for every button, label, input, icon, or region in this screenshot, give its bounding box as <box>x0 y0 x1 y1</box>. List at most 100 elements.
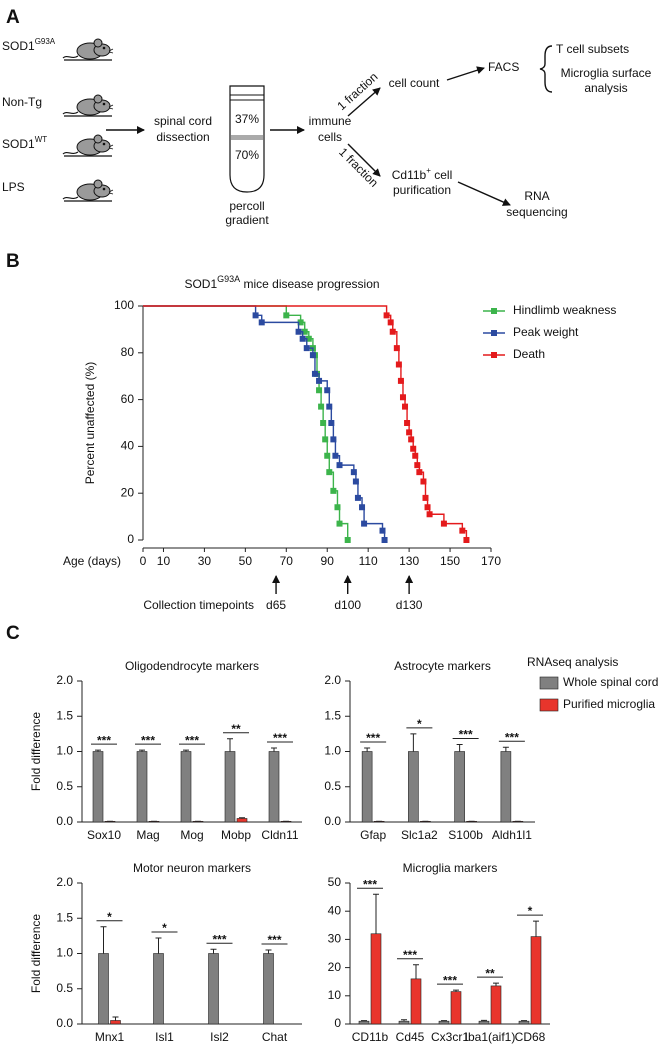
bar <box>358 1020 370 1025</box>
chart-title: SOD1G93A mice disease progression <box>184 274 379 291</box>
x-tick-label: 0 <box>140 554 147 568</box>
x-tick-label: 110 <box>359 554 378 568</box>
error-bar <box>183 749 189 752</box>
survival-marker <box>326 469 333 476</box>
survival-marker <box>316 377 323 384</box>
y-tick-label: 2.0 <box>56 673 73 687</box>
error-bar <box>441 1020 447 1022</box>
bar <box>530 936 542 1025</box>
y-tick-label: 1.5 <box>56 910 73 924</box>
timepoint-label: d130 <box>396 598 423 612</box>
y-tick-label: 0.0 <box>56 1016 73 1030</box>
legend-label: Purified microglia <box>563 697 655 711</box>
y-tick-label: 1.0 <box>56 946 73 960</box>
title-sup: G93A <box>217 274 240 284</box>
brace <box>539 45 553 93</box>
error-bar <box>271 747 277 752</box>
x-tick-label: Gfap <box>360 828 386 842</box>
group-label: LPS <box>2 180 25 194</box>
error-bar <box>265 949 272 954</box>
error-bar <box>100 926 107 954</box>
x-tick-label: 170 <box>481 554 501 568</box>
significance-label: * <box>417 717 422 731</box>
survival-marker <box>424 504 431 511</box>
bar <box>370 933 382 1025</box>
y-tick-label: 0.0 <box>56 814 73 828</box>
survival-marker <box>422 494 429 501</box>
significance-label: ** <box>485 966 495 980</box>
error-bar <box>401 1019 407 1022</box>
arrow <box>446 66 485 81</box>
error-bar <box>239 817 245 819</box>
survival-marker <box>322 436 329 443</box>
survival-marker <box>330 487 337 494</box>
significance-label: *** <box>363 877 377 891</box>
bar <box>438 1020 450 1025</box>
survival-marker <box>379 527 386 534</box>
survival-step <box>143 305 257 316</box>
x-tick-label: Isl2 <box>210 1030 229 1044</box>
legend-title: RNAseq analysis <box>527 655 618 669</box>
error-bar <box>453 989 459 992</box>
significance-label: *** <box>443 973 457 987</box>
survival-marker <box>320 420 327 426</box>
chart-title: Astrocyte markers <box>394 659 491 673</box>
significance-label: *** <box>505 730 519 744</box>
legend-label: Peak weight <box>513 325 579 339</box>
survival-marker <box>395 361 402 368</box>
survival-marker <box>354 494 361 501</box>
title-rest: mice disease progression <box>240 277 379 291</box>
step-label: RNA <box>524 189 549 203</box>
survival-marker <box>359 504 366 511</box>
x-tick-label: Slc1a2 <box>401 828 438 842</box>
mouse-icon <box>63 39 113 60</box>
bar <box>208 953 219 1025</box>
survival-marker <box>459 527 466 534</box>
arrow <box>347 87 381 117</box>
survival-marker <box>420 478 427 485</box>
x-tick-label: Sox10 <box>87 828 121 842</box>
survival-marker <box>350 469 357 476</box>
survival-marker <box>410 445 417 452</box>
significance-label: *** <box>212 932 226 946</box>
fraction-label: 1 fraction <box>336 145 381 190</box>
bar <box>450 991 462 1025</box>
survival-marker <box>330 436 337 443</box>
survival-marker <box>393 345 400 352</box>
survival-marker <box>316 387 323 394</box>
survival-marker <box>404 420 411 426</box>
y-tick-label: 2.0 <box>56 875 73 889</box>
survival-marker <box>414 462 421 469</box>
survival-marker <box>402 403 409 410</box>
survival-step <box>429 513 445 524</box>
workflow-diagram: SOD1G93A Non-Tg SOD1WT LPS spinal cord d… <box>2 37 652 227</box>
y-tick-label: 0 <box>334 1016 341 1030</box>
survival-marker <box>305 335 312 342</box>
x-tick-label: Chat <box>262 1030 288 1044</box>
error-bar <box>210 948 217 954</box>
x-tick-label: Iba1(aif1) <box>465 1030 516 1044</box>
y-tick-label: 10 <box>328 988 342 1002</box>
step-label: Cd11b+ cell <box>392 166 453 182</box>
annotation-label: Collection timepoints <box>143 598 254 612</box>
step-label: gradient <box>225 213 269 227</box>
legend-label: Hindlimb weakness <box>513 303 616 317</box>
group-label: SOD1G93A <box>2 37 56 53</box>
survival-marker <box>301 328 308 335</box>
x-tick-label: S100b <box>448 828 483 842</box>
survival-marker <box>324 452 331 459</box>
significance-label: ** <box>231 722 241 736</box>
mouse-icon <box>63 180 113 201</box>
survival-marker <box>463 537 470 543</box>
y-axis-label: Fold difference <box>29 914 43 993</box>
group-label: SOD1WT <box>2 135 47 151</box>
y-tick-label: 20 <box>121 485 135 499</box>
x-tick-label: Mnx1 <box>95 1030 125 1044</box>
significance-label: * <box>162 921 167 935</box>
step-label: dissection <box>156 130 209 144</box>
survival-marker <box>344 537 351 543</box>
y-tick-label: 1.5 <box>324 708 341 722</box>
y-tick-label: 0 <box>127 532 134 546</box>
bar <box>408 751 419 823</box>
survival-marker <box>381 537 388 543</box>
